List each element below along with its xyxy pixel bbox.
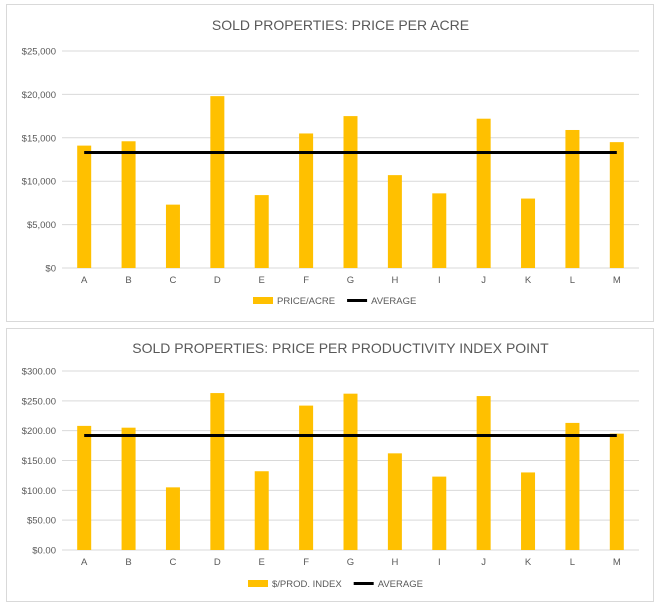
bar-i: [432, 193, 447, 268]
price-per-acre-chart: SOLD PROPERTIES: PRICE PER ACRE $0 $5,000 $…: [22, 17, 639, 307]
y-tick-label: $100.00: [22, 486, 56, 497]
bar-c: [165, 487, 180, 550]
x-tick-label: L: [570, 275, 575, 286]
legend-label-average: AVERAGE: [371, 296, 416, 307]
y-tick-label: $50.00: [27, 516, 56, 527]
y-tick-label: $300.00: [22, 367, 56, 378]
chart-panel-price-per-pi-point: SOLD PROPERTIES: PRICE PER PRODUCTIVITY …: [6, 328, 654, 602]
x-tick-label: A: [81, 557, 88, 568]
bar-a: [77, 425, 92, 550]
x-tick-label: G: [347, 275, 354, 286]
price-per-pi-point-chart: SOLD PROPERTIES: PRICE PER PRODUCTIVITY …: [22, 340, 639, 590]
x-tick-label: K: [525, 557, 532, 568]
bar-k: [521, 198, 536, 268]
bar-g: [343, 393, 358, 550]
bar-c: [165, 204, 180, 268]
bar-e: [254, 471, 269, 550]
y-tick-label: $0.00: [32, 546, 56, 557]
legend-label-bar: $/PROD. INDEX: [272, 579, 342, 590]
bar-f: [299, 133, 314, 268]
y-tick-label: $0: [45, 264, 56, 275]
x-tick-label: L: [570, 557, 575, 568]
bar-i: [432, 476, 447, 550]
x-tick-label: A: [81, 275, 88, 286]
chart-panel-price-per-acre: SOLD PROPERTIES: PRICE PER ACRE $0 $5,000 $…: [6, 4, 654, 322]
bar-b: [121, 427, 136, 550]
bar-j: [476, 396, 491, 550]
bar-h: [387, 175, 402, 268]
x-tick-label: B: [125, 275, 131, 286]
y-tick-label: $15,000: [22, 133, 56, 144]
bar-k: [521, 472, 536, 550]
x-tick-label: J: [481, 557, 486, 568]
x-tick-label: C: [170, 275, 177, 286]
chart-title: SOLD PROPERTIES: PRICE PER ACRE: [212, 17, 469, 33]
legend-swatch-bar: [248, 580, 268, 587]
x-tick-label: D: [214, 557, 221, 568]
x-tick-label: G: [347, 557, 354, 568]
x-tick-label: M: [613, 557, 621, 568]
x-tick-label: C: [170, 557, 177, 568]
bar-m: [609, 142, 624, 268]
legend-label-bar: PRICE/ACRE: [277, 296, 335, 307]
y-tick-label: $250.00: [22, 396, 56, 407]
legend: $/PROD. INDEX AVERAGE: [248, 579, 423, 590]
x-tick-label: K: [525, 275, 532, 286]
bar-a: [77, 145, 92, 268]
bar-e: [254, 195, 269, 268]
chart-title: SOLD PROPERTIES: PRICE PER PRODUCTIVITY …: [132, 340, 549, 356]
x-tick-label: B: [125, 557, 131, 568]
y-tick-label: $20,000: [22, 90, 56, 101]
x-tick-label: D: [214, 275, 221, 286]
legend: PRICE/ACRE AVERAGE: [253, 296, 416, 307]
x-tick-label: F: [303, 275, 309, 286]
x-tick-label: M: [613, 275, 621, 286]
bar-d: [210, 393, 225, 550]
y-tick-label: $200.00: [22, 426, 56, 437]
bar-m: [609, 433, 624, 550]
legend-swatch-bar: [253, 297, 273, 304]
bar-l: [565, 422, 580, 550]
y-tick-label: $10,000: [22, 177, 56, 188]
legend-label-average: AVERAGE: [378, 579, 423, 590]
y-tick-label: $25,000: [22, 47, 56, 58]
bar-g: [343, 116, 358, 268]
bar-d: [210, 96, 225, 268]
x-tick-label: J: [481, 275, 486, 286]
bar-b: [121, 141, 136, 268]
x-tick-label: I: [438, 557, 441, 568]
bar-l: [565, 129, 580, 268]
y-tick-label: $150.00: [22, 456, 56, 467]
x-tick-label: F: [303, 557, 309, 568]
x-tick-label: E: [259, 275, 265, 286]
bar-j: [476, 118, 491, 268]
bar-f: [299, 405, 314, 550]
y-tick-label: $5,000: [27, 220, 56, 231]
x-tick-label: I: [438, 275, 441, 286]
bar-h: [387, 453, 402, 550]
x-tick-label: H: [391, 275, 398, 286]
x-tick-label: H: [391, 557, 398, 568]
x-tick-label: E: [259, 557, 265, 568]
